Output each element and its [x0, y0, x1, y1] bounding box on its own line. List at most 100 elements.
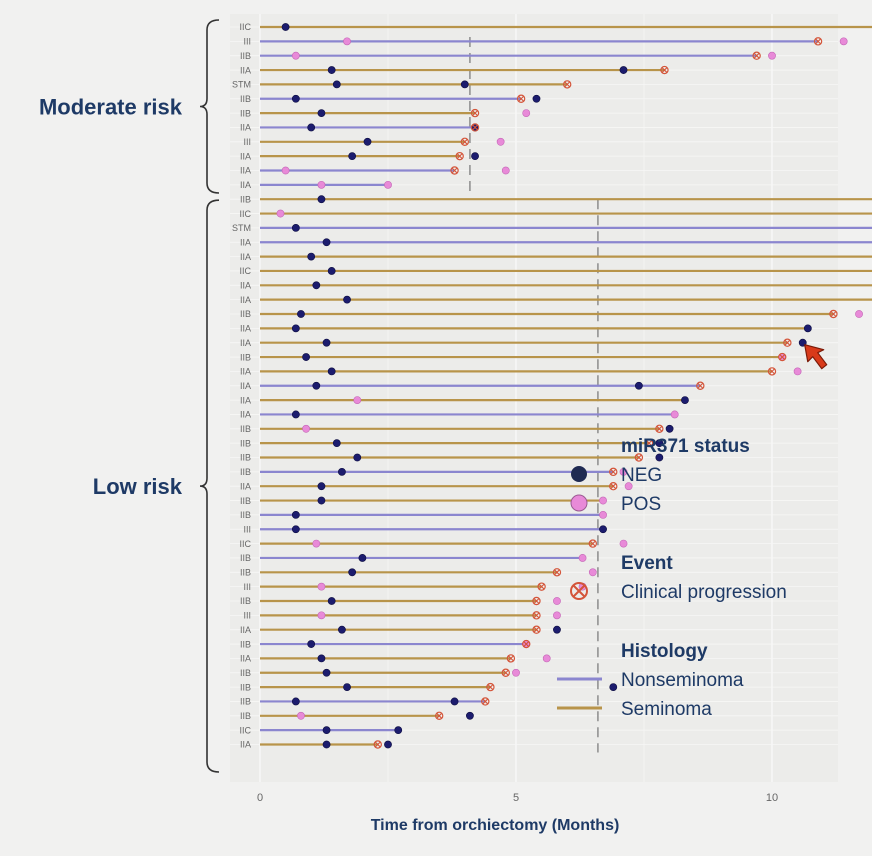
- progression-cross-b: [502, 669, 509, 676]
- progression-marker: [537, 582, 546, 591]
- neg-dot: [338, 625, 346, 634]
- progression-marker: [634, 453, 644, 462]
- pos-dot: [297, 711, 305, 720]
- y-tick-label: STM: [232, 223, 251, 233]
- neg-dot: [291, 525, 300, 534]
- y-tick-label: IIB: [240, 194, 251, 204]
- neg-dot: [655, 453, 664, 462]
- progression-ring: [660, 65, 669, 75]
- pos-dot: [276, 209, 285, 218]
- y-tick-label: IIA: [240, 381, 251, 391]
- y-tick-label: IIA: [240, 295, 251, 305]
- progression-ring: [470, 108, 480, 118]
- neg-dot: [322, 238, 331, 247]
- progression-cross-b: [769, 368, 775, 375]
- progression-marker: [609, 467, 618, 477]
- x-tick-label: 0: [257, 792, 263, 804]
- progression-ring: [609, 482, 618, 491]
- progression-cross-b: [533, 598, 540, 604]
- pos-dot: [619, 539, 628, 548]
- pos-dot: [768, 51, 776, 60]
- progression-cross-b: [523, 641, 530, 647]
- x-axis-label: Time from orchiectomy (Months): [371, 817, 620, 834]
- y-tick-label: III: [243, 524, 251, 534]
- progression-cross-b: [374, 741, 381, 748]
- pos-dot: [855, 310, 863, 318]
- legend-histology-title: Histology: [621, 641, 708, 662]
- y-tick-label: IIB: [240, 496, 251, 506]
- progression-cross-b: [451, 167, 458, 174]
- pos-dot: [512, 668, 520, 677]
- y-tick-label: IIB: [240, 108, 251, 118]
- progression-cross-b: [472, 110, 478, 116]
- progression-marker: [563, 80, 572, 89]
- y-tick-label: III: [243, 582, 251, 592]
- y-tick-label: IIA: [240, 252, 251, 262]
- y-tick-label: IIA: [240, 123, 251, 133]
- neg-dot: [348, 568, 357, 577]
- progression-ring: [634, 453, 644, 462]
- progression-marker: [522, 639, 531, 649]
- pointer-arrow-shape: [804, 344, 828, 370]
- neg-dot: [327, 267, 336, 275]
- neg-dot: [317, 482, 326, 491]
- progression-ring: [486, 682, 495, 692]
- neg-dot: [291, 511, 300, 519]
- neg-dot: [609, 683, 618, 691]
- progression-cross-b: [533, 612, 540, 619]
- progression-ring: [522, 639, 531, 649]
- neg-dot: [322, 740, 331, 749]
- progression-marker: [455, 151, 464, 161]
- progression-cross-b: [697, 382, 704, 389]
- progression-ring: [696, 381, 705, 390]
- y-tick-label: IIB: [240, 668, 251, 678]
- y-tick-label: IIA: [240, 740, 251, 750]
- neg-dot: [450, 697, 459, 706]
- progression-cross-b: [461, 138, 468, 145]
- legend-nonseminoma-label: Nonseminoma: [621, 670, 744, 691]
- progression-ring: [532, 611, 541, 620]
- pos-dot: [343, 37, 351, 46]
- progression-marker: [778, 352, 787, 362]
- y-tick-label: IIC: [239, 209, 251, 219]
- neg-dot: [291, 410, 300, 419]
- y-tick-label: IIA: [240, 180, 251, 190]
- progression-ring: [829, 309, 838, 319]
- progression-ring: [460, 137, 469, 146]
- neg-dot: [353, 453, 362, 462]
- legend-pos-dot: [570, 494, 588, 512]
- progression-marker: [460, 137, 469, 146]
- progression-ring: [552, 568, 562, 577]
- y-tick-label: IIB: [240, 510, 251, 520]
- neg-dot: [327, 66, 336, 74]
- progression-cross-b: [472, 124, 478, 131]
- legend-neg-dot: [571, 466, 587, 482]
- progression-marker: [373, 740, 382, 749]
- progression-ring: [655, 424, 664, 433]
- y-tick-labels: IIC III IIB IIA STM IIB IIB IIA III IIA IIA IIA IIB I…: [232, 22, 251, 750]
- pos-dot: [291, 51, 300, 60]
- bracket-group-1: [199, 199, 220, 773]
- y-tick-label: IIC: [239, 22, 251, 32]
- progression-marker: [501, 668, 510, 677]
- y-tick-label: IIA: [240, 654, 251, 664]
- legend-mir-title: miR371 status: [621, 436, 750, 457]
- legend-seminoma-label: Seminoma: [621, 699, 712, 720]
- pos-dot: [553, 611, 561, 620]
- progression-cross-b: [436, 712, 443, 719]
- neg-dot: [307, 252, 316, 261]
- neg-dot: [307, 123, 316, 132]
- pos-dot: [599, 496, 607, 505]
- neg-dot: [291, 324, 300, 333]
- pos-dot: [670, 410, 679, 419]
- y-tick-label: IIA: [240, 151, 251, 161]
- progression-cross-b: [507, 655, 514, 662]
- progression-cross-b: [533, 626, 540, 633]
- progression-cross-b: [482, 698, 489, 705]
- pos-dot: [793, 367, 802, 376]
- x-tick-label: 5: [513, 792, 519, 804]
- plot-panel: [230, 14, 838, 782]
- progression-ring: [588, 539, 598, 548]
- progression-cross-b: [815, 38, 821, 45]
- neg-dot: [634, 381, 643, 390]
